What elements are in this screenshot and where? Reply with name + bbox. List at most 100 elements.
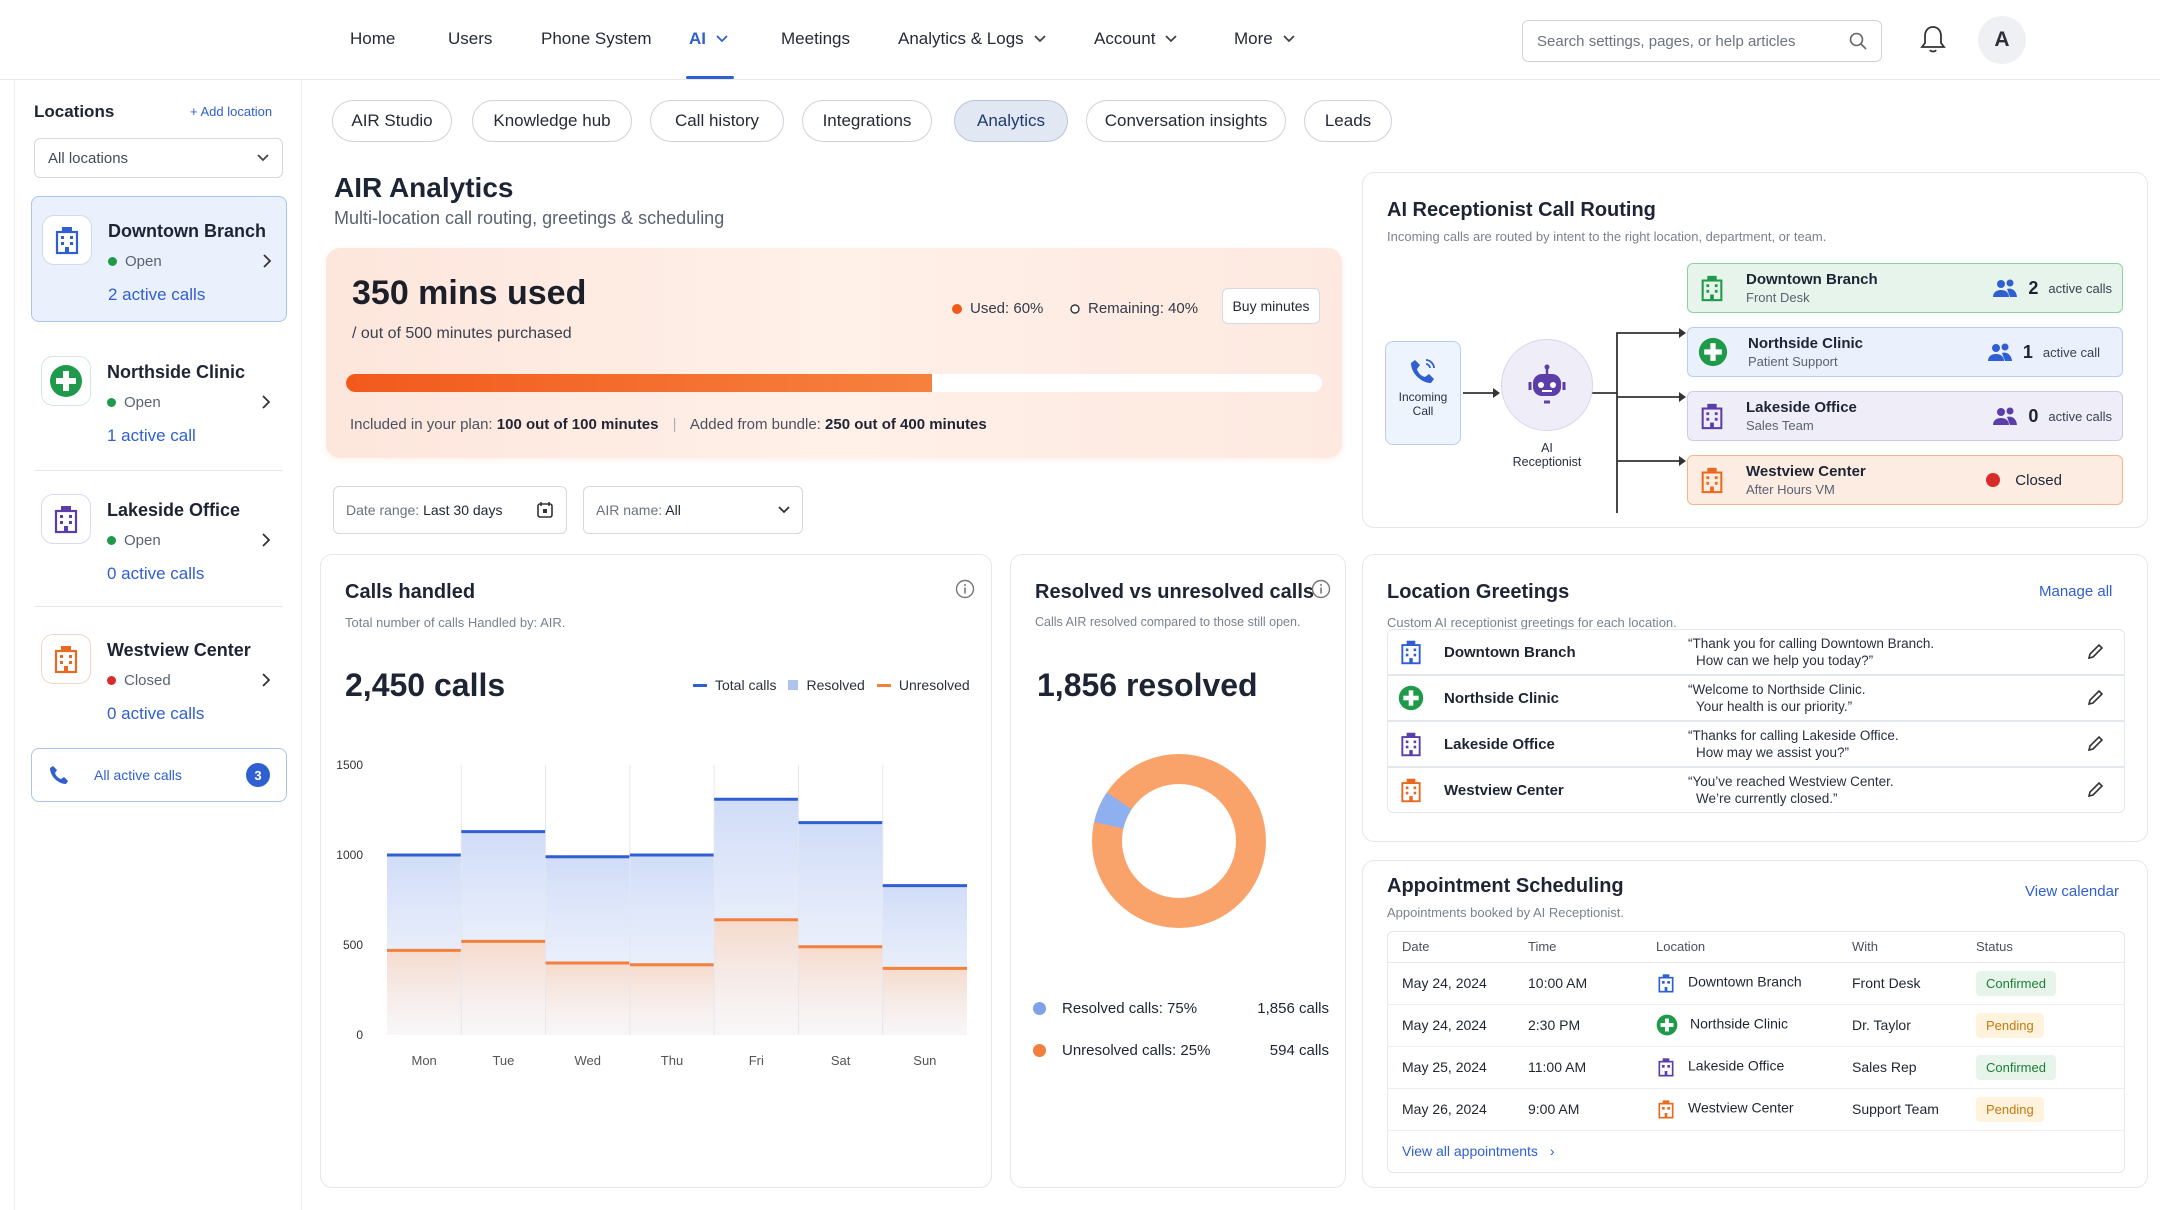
nav-home-label: Home <box>350 29 396 48</box>
appt-with: Front Desk <box>1838 962 1962 1005</box>
add-location-link[interactable]: + Add location <box>190 104 272 119</box>
all-active-calls-button[interactable]: All active calls 3 <box>31 748 287 802</box>
active-count: 0 <box>2028 405 2039 426</box>
view-all-label: View all appointments <box>1402 1143 1538 1160</box>
table-row[interactable]: May 24, 2024 10:00 AM Downtown Branch Fr… <box>1388 962 2124 1005</box>
nav-ai[interactable]: AI <box>689 29 728 49</box>
appt-date: May 24, 2024 <box>1388 1004 1514 1047</box>
edit-pencil-icon[interactable] <box>2086 735 2104 753</box>
nav-meetings[interactable]: Meetings <box>781 29 850 49</box>
legend-unresolved: Unresolved <box>876 677 970 693</box>
search-input[interactable]: Search settings, pages, or help articles <box>1522 20 1882 62</box>
minutes-usage-card: 350 mins used / out of 500 minutes purch… <box>326 248 1342 458</box>
active-calls-count: 0 active calls <box>107 564 205 583</box>
buy-minutes-button[interactable]: Buy minutes <box>1222 288 1320 324</box>
nav-users[interactable]: Users <box>448 29 492 49</box>
greeting-text: “Thank you for calling Downtown Branch. H… <box>1688 635 2048 669</box>
route-northside-clinic[interactable]: Northside Clinic Patient Support 1 active… <box>1687 327 2123 377</box>
ai-label: AI <box>1541 441 1553 455</box>
users-icon <box>1987 343 2012 361</box>
greeting-line: “You’ve reached Westview Center. <box>1688 774 1894 789</box>
nav-analytics-logs[interactable]: Analytics & Logs <box>898 29 1046 49</box>
locations-sidebar: Locations + Add location All locations D… <box>14 80 302 1210</box>
nav-more[interactable]: More <box>1234 29 1295 49</box>
route-lakeside-office[interactable]: Lakeside Office Sales Team 0 active calls <box>1687 391 2123 441</box>
table-row[interactable]: May 25, 2024 11:00 AM Lakeside Office Sa… <box>1388 1046 2124 1089</box>
status-label: Closed <box>124 672 171 689</box>
nav-account[interactable]: Account <box>1094 29 1178 49</box>
routing-connectors <box>1463 328 1686 513</box>
view-calendar-link[interactable]: View calendar <box>2025 883 2119 900</box>
sidebar-location-lakeside[interactable]: Lakeside Office Open 0 active calls <box>31 476 287 602</box>
tab-integrations[interactable]: Integrations <box>802 100 932 142</box>
greeting-line: Your health is our priority.” <box>1696 699 1853 714</box>
remaining-legend: Remaining: 40% <box>1070 300 1198 317</box>
building-icon <box>1401 640 1421 665</box>
usage-progress-fill <box>346 374 932 392</box>
tab-knowledge-hub[interactable]: Knowledge hub <box>472 100 632 142</box>
tab-air-studio[interactable]: AIR Studio <box>332 100 452 142</box>
nav-phone-system[interactable]: Phone System <box>541 29 652 49</box>
route-active-calls: 2 active calls <box>1992 278 2112 299</box>
y-tick-label: 0 <box>356 1028 363 1042</box>
info-icon[interactable] <box>1311 579 1331 599</box>
unresolved-area-tue <box>461 941 546 1035</box>
active-calls-count: 0 active calls <box>107 704 205 723</box>
sidebar-location-westview[interactable]: Westview Center Closed 0 active calls <box>31 616 287 742</box>
appt-with: Dr. Taylor <box>1838 1004 1962 1047</box>
sidebar-location-downtown[interactable]: Downtown Branch Open 2 active calls <box>31 196 287 322</box>
air-name-filter[interactable]: AIR name: All <box>583 486 803 534</box>
chevron-down-icon <box>1034 35 1046 43</box>
tab-call-history[interactable]: Call history <box>650 100 784 142</box>
location-name: Westview Center <box>1688 1099 1794 1116</box>
calls-handled-chart: 0 500 1000 1500 Mon Tue Wed Thu Fri Sat Sun <box>336 758 967 1068</box>
bell-icon[interactable] <box>1920 24 1946 54</box>
route-downtown-branch[interactable]: Downtown Branch Front Desk 2 active calls <box>1687 263 2123 313</box>
tab-leads[interactable]: Leads <box>1304 100 1392 142</box>
divider <box>35 470 283 471</box>
avatar[interactable]: A <box>1978 16 2026 64</box>
route-active-calls: 1 active call <box>1987 342 2112 363</box>
date-range-filter[interactable]: Date range: Last 30 days <box>333 486 567 534</box>
ai-receptionist-node <box>1501 339 1593 431</box>
x-tick-label: Sun <box>913 1053 936 1068</box>
info-icon[interactable] <box>955 579 975 599</box>
appt-time: 2:30 PM <box>1514 1004 1642 1047</box>
route-westview-center[interactable]: Westview Center After Hours VM Closed <box>1687 455 2123 505</box>
tab-conversation-insights[interactable]: Conversation insights <box>1086 100 1286 142</box>
legend-resolved-row: Resolved calls: 75% 1,856 calls <box>1033 987 1329 1029</box>
nav-home[interactable]: Home <box>350 29 395 49</box>
edit-pencil-icon[interactable] <box>2086 689 2104 707</box>
chevron-down-icon <box>257 154 269 162</box>
phone-ringing-icon <box>1411 359 1435 383</box>
greeting-line: How can we help you today?” <box>1696 653 1874 668</box>
table-row[interactable]: May 26, 2024 9:00 AM Westview Center Sup… <box>1388 1088 2124 1131</box>
chevron-right-icon: › <box>1549 1143 1555 1160</box>
status-badge: Pending <box>1976 1012 2044 1038</box>
chevron-right-icon <box>262 673 271 687</box>
card-title: Appointment Scheduling <box>1387 875 1624 897</box>
date-range-label: Date range: <box>346 502 420 518</box>
unresolved-slice <box>1092 754 1266 928</box>
ai-receptionist-label: AI Receptionist <box>1501 441 1593 469</box>
status-dot <box>107 676 116 685</box>
manage-all-link[interactable]: Manage all <box>2039 583 2113 600</box>
appt-date: May 24, 2024 <box>1388 962 1514 1005</box>
card-title: Location Greetings <box>1387 581 1570 603</box>
appt-location: Downtown Branch <box>1642 962 1838 1005</box>
nav-users-label: Users <box>448 29 493 48</box>
location-filter-select[interactable]: All locations <box>34 138 283 178</box>
edit-pencil-icon[interactable] <box>2086 643 2104 661</box>
chevron-right-icon <box>262 395 271 409</box>
tab-analytics[interactable]: Analytics <box>954 100 1068 142</box>
location-name: Lakeside Office <box>1688 1057 1785 1074</box>
view-all-appointments-link[interactable]: View all appointments › <box>1388 1130 2124 1172</box>
column-header: Location <box>1642 932 1838 963</box>
table-row[interactable]: May 24, 2024 2:30 PM Northside Clinic Dr… <box>1388 1004 2124 1047</box>
sidebar-location-northside[interactable]: Northside Clinic Open 1 active call <box>31 338 287 464</box>
legend-resolved: Resolved <box>788 677 865 693</box>
nav-meetings-label: Meetings <box>781 29 850 48</box>
edit-pencil-icon[interactable] <box>2086 781 2104 799</box>
appt-date: May 25, 2024 <box>1388 1046 1514 1089</box>
building-icon <box>1701 275 1723 302</box>
